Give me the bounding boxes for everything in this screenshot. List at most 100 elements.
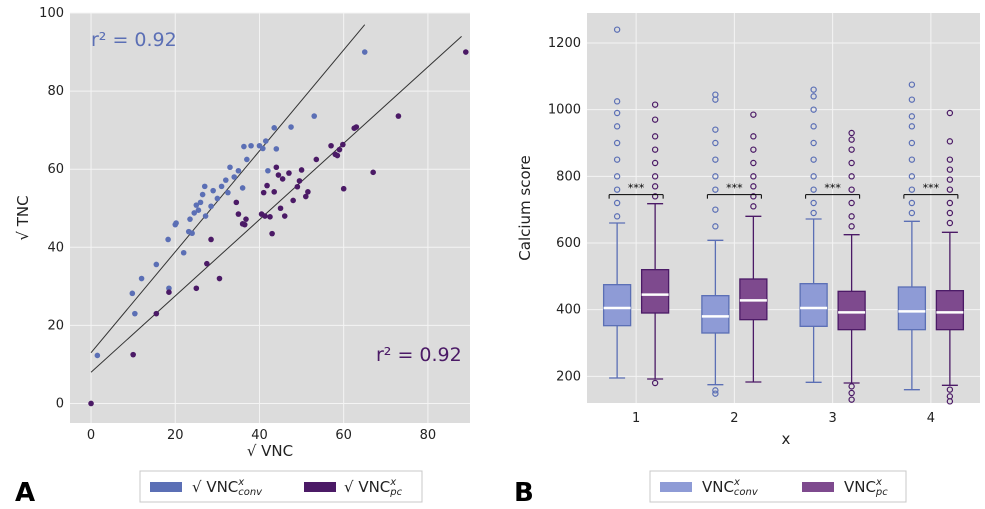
- point-conv: [191, 210, 198, 216]
- point-conv: [129, 290, 136, 297]
- outlier-conv: [810, 199, 817, 207]
- outlier-pc: [651, 101, 659, 108]
- y-tick-label: 40: [47, 240, 64, 255]
- point-conv: [165, 236, 171, 243]
- outlier-pc: [848, 136, 855, 143]
- point-conv: [187, 216, 193, 222]
- outlier-pc: [750, 111, 757, 118]
- point-conv: [201, 183, 208, 190]
- point-conv: [197, 199, 204, 206]
- outlier-conv: [613, 186, 621, 193]
- y-tick-label: 80: [47, 84, 64, 99]
- boxplot-x-label: x: [782, 430, 791, 448]
- point-pc: [286, 170, 292, 176]
- outlier-conv: [908, 81, 916, 88]
- point-pc: [271, 189, 278, 195]
- x-tick-label: 40: [251, 428, 268, 443]
- legend-label-conv: √ VNCx conv: [192, 477, 263, 498]
- outlier-pc: [651, 183, 659, 190]
- point-conv: [262, 138, 269, 144]
- point-conv: [361, 49, 368, 55]
- outlier-conv: [810, 186, 817, 193]
- point-conv: [132, 310, 138, 317]
- y-tick-label: 400: [556, 303, 581, 318]
- outlier-pc: [946, 398, 954, 405]
- outlier-pc: [750, 159, 757, 167]
- outlier-pc: [750, 133, 757, 140]
- legend-label-pc: √ VNCx pc: [344, 477, 403, 498]
- box-conv: [701, 295, 730, 334]
- point-pc: [290, 197, 296, 204]
- outlier-pc: [651, 379, 659, 387]
- outlier-pc: [848, 389, 855, 397]
- outlier-pc: [848, 199, 855, 207]
- point-conv: [94, 352, 101, 359]
- y-tick-label: 100: [39, 6, 64, 21]
- point-pc: [243, 216, 249, 222]
- boxplot-plot-area: [587, 13, 980, 403]
- point-pc: [260, 189, 267, 196]
- outlier-pc: [848, 129, 855, 137]
- scatter-x-label: √ VNC: [247, 442, 293, 460]
- point-pc: [395, 113, 402, 119]
- outlier-pc: [651, 133, 659, 140]
- y-tick-label: 200: [556, 369, 581, 384]
- y-tick-label: 1000: [548, 103, 581, 118]
- point-conv: [227, 164, 233, 171]
- point-conv: [153, 261, 160, 268]
- point-conv: [311, 113, 318, 119]
- outlier-conv: [712, 156, 719, 163]
- point-pc: [340, 185, 347, 192]
- outlier-conv: [810, 86, 817, 93]
- outlier-conv: [712, 206, 719, 213]
- point-conv: [189, 230, 195, 237]
- point-conv: [138, 275, 145, 282]
- significance-label: ***: [726, 182, 743, 195]
- outlier-conv: [908, 96, 916, 103]
- outlier-conv: [613, 139, 621, 147]
- point-pc: [353, 124, 360, 130]
- box-conv: [602, 284, 632, 327]
- point-conv: [199, 191, 206, 198]
- point-pc: [233, 199, 240, 206]
- outlier-pc: [848, 159, 855, 167]
- outlier-conv: [712, 186, 719, 193]
- point-pc: [235, 211, 242, 217]
- outlier-pc: [651, 116, 659, 123]
- outlier-conv: [810, 106, 817, 113]
- point-pc: [277, 205, 284, 212]
- y-tick-label: 0: [56, 396, 64, 411]
- point-pc: [279, 176, 286, 182]
- point-pc: [328, 142, 334, 149]
- point-conv: [260, 145, 266, 152]
- y-tick-label: 1200: [548, 36, 581, 51]
- outlier-conv: [810, 156, 817, 163]
- y-tick-label: 60: [47, 162, 64, 177]
- legend-swatch-conv: [660, 482, 692, 492]
- x-tick-label: 20: [167, 428, 184, 443]
- outlier-conv: [613, 109, 621, 117]
- boxplot-significance: *** *** *** ***: [608, 182, 959, 199]
- point-conv: [273, 146, 280, 152]
- outlier-conv: [613, 213, 621, 220]
- significance-label: ***: [923, 182, 940, 195]
- outlier-pc: [750, 203, 757, 210]
- outlier-pc: [750, 173, 757, 180]
- outlier-pc: [750, 193, 757, 200]
- outlier-conv: [613, 173, 621, 180]
- outlier-pc: [946, 209, 954, 217]
- point-pc: [267, 214, 273, 220]
- outlier-conv: [810, 123, 817, 130]
- point-pc: [302, 193, 309, 200]
- outlier-conv: [810, 173, 817, 180]
- outlier-conv: [810, 209, 817, 217]
- point-pc: [340, 141, 346, 148]
- outlier-pc: [946, 109, 954, 117]
- point-conv: [288, 124, 294, 130]
- point-conv: [241, 143, 247, 150]
- outlier-pc: [651, 173, 659, 180]
- outlier-conv: [908, 139, 916, 147]
- x-tick-label: 3: [828, 411, 836, 426]
- point-pc: [216, 275, 223, 282]
